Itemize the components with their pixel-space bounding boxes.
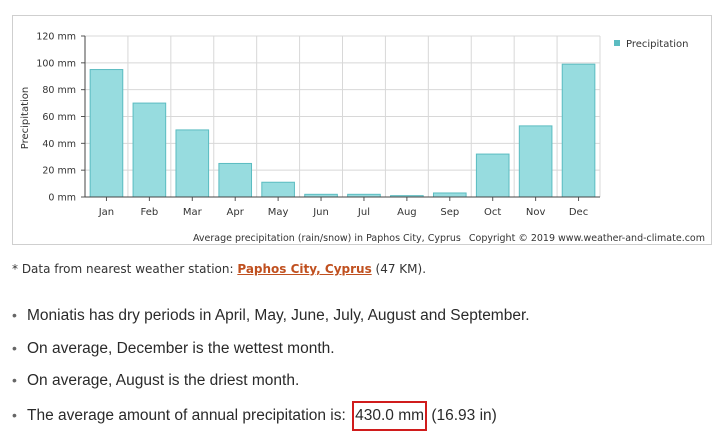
- dry-periods-text: Moniatis has dry periods in April, May, …: [27, 307, 530, 324]
- station-link[interactable]: Paphos City, Cyprus: [237, 262, 372, 276]
- legend-swatch: [614, 40, 620, 46]
- precipitation-chart: 0 mm 20 mm 40 mm 60 mm 80 mm 100 mm 120 mm Jan…: [12, 15, 712, 245]
- y-tick-label: 100 mm: [36, 58, 76, 69]
- bar-sep: [432, 192, 467, 198]
- bar-feb: [132, 102, 167, 198]
- chart-caption: Average precipitation (rain/snow) in Pap…: [193, 233, 705, 244]
- copyright-text: Copyright © 2019 www.weather-and-climate…: [469, 233, 705, 244]
- chart-svg: 0 mm 20 mm 40 mm 60 mm 80 mm 100 mm 120 mm Jan…: [20, 32, 705, 245]
- legend-label: Precipitation: [626, 39, 689, 50]
- driest-month-text: On average, August is the driest month.: [27, 372, 300, 389]
- wettest-month-text: On average, December is the wettest mont…: [27, 339, 335, 357]
- y-tick-label: 40 mm: [42, 139, 76, 150]
- legend: Precipitation: [614, 39, 689, 50]
- x-tick-label: May: [268, 207, 289, 218]
- y-tick-label: 120 mm: [36, 32, 76, 43]
- bullet-icon: •: [12, 372, 17, 388]
- y-tick-labels: 0 mm 20 mm 40 mm 60 mm 80 mm 100 mm 120 mm: [36, 32, 76, 204]
- y-tick-label: 20 mm: [42, 166, 76, 177]
- y-axis-label: Precipitation: [20, 87, 31, 150]
- x-tick-label: Jun: [312, 207, 329, 218]
- x-tick-label: Feb: [141, 207, 159, 218]
- annual-suffix: (16.93 in): [427, 406, 497, 424]
- x-tick-label: Dec: [569, 207, 588, 218]
- x-tick-label: Mar: [183, 207, 203, 218]
- y-tick-label: 0 mm: [48, 193, 76, 204]
- annual-value-highlight: 430.0 mm: [352, 400, 428, 431]
- list-item: • The average amount of annual precipitat…: [12, 400, 530, 434]
- note-prefix: * Data from nearest weather station:: [12, 262, 238, 276]
- summary-list: • Moniatis has dry periods in April, May,…: [12, 303, 530, 433]
- annual-prefix: The average amount of annual precipitati…: [27, 406, 351, 424]
- x-tick-label: Jul: [357, 207, 370, 218]
- y-tick-label: 80 mm: [42, 85, 76, 96]
- bar-dec: [561, 63, 596, 198]
- x-tick-label: Oct: [484, 207, 501, 218]
- y-tick-label: 60 mm: [42, 112, 76, 123]
- bar-nov: [518, 125, 553, 198]
- chart-grid: [84, 35, 601, 198]
- list-item: • On average, December is the wettest mon…: [12, 336, 530, 369]
- x-tick-label: Apr: [227, 207, 245, 218]
- x-tick-labels: Jan Feb Mar Apr May Jun Jul Aug Sep Oct Nov Dec: [98, 207, 588, 218]
- bar-oct: [475, 153, 510, 198]
- chart-bars: [89, 63, 596, 198]
- bullet-icon: •: [12, 307, 17, 323]
- x-tick-label: Sep: [440, 207, 459, 218]
- list-item: • On average, August is the driest month.: [12, 368, 530, 401]
- x-tick-label: Aug: [397, 207, 417, 218]
- bar-jan: [89, 69, 124, 198]
- bar-apr: [218, 162, 253, 198]
- list-item: • Moniatis has dry periods in April, May,…: [12, 303, 530, 336]
- bar-mar: [175, 129, 210, 198]
- data-source-note: * Data from nearest weather station: Pap…: [12, 262, 426, 276]
- bullet-icon: •: [12, 406, 17, 423]
- caption-text: Average precipitation (rain/snow) in Pap…: [193, 233, 461, 244]
- note-suffix: (47 KM).: [371, 262, 427, 276]
- bullet-icon: •: [12, 339, 17, 356]
- x-tick-label: Jan: [98, 207, 114, 218]
- bar-may: [261, 181, 295, 198]
- chart-axes: [81, 35, 600, 201]
- x-tick-label: Nov: [526, 207, 546, 218]
